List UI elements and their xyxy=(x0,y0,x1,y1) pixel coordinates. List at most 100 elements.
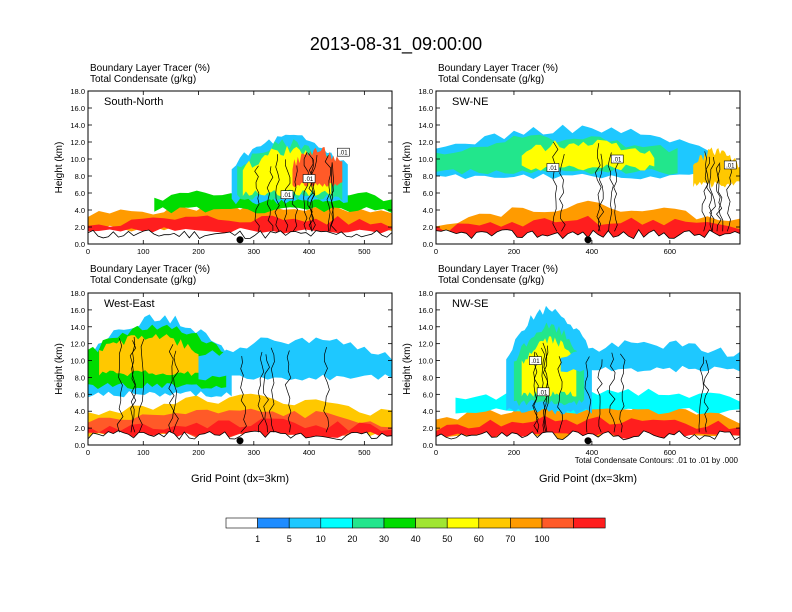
contour-label: .01 xyxy=(531,359,540,365)
tracer-region xyxy=(99,334,199,377)
x-tick-label: 0 xyxy=(434,448,438,457)
contour-label: .01 xyxy=(283,193,292,199)
condensate-contour xyxy=(307,153,314,232)
colorbar-swatch xyxy=(541,517,574,529)
condensate-contour xyxy=(608,352,616,433)
y-tick-label: 8.0 xyxy=(423,373,433,382)
tracer-field xyxy=(436,293,740,445)
panel-3-header-line2: Total Condensate (g/kg) xyxy=(90,275,196,286)
y-tick-label: 4.0 xyxy=(423,407,433,416)
contour-label-box xyxy=(280,190,294,199)
condensate-contour xyxy=(552,141,559,232)
plot-frame xyxy=(87,90,393,245)
x-tick-label: 200 xyxy=(508,448,521,457)
condensate-contour xyxy=(168,344,175,433)
panel-2-header-line2: Total Condensate (g/kg) xyxy=(438,74,544,85)
x-tick-label: 300 xyxy=(248,247,261,256)
contour-label: .01 xyxy=(539,390,548,396)
tracer-region xyxy=(242,145,332,197)
plot-frame xyxy=(87,292,393,446)
y-tick-label: 10.0 xyxy=(418,155,433,164)
x-tick-label: 200 xyxy=(192,448,205,457)
x-tick-label: 400 xyxy=(586,448,599,457)
contour-label: .01 xyxy=(613,158,622,164)
y-tick-label: 4.0 xyxy=(423,206,433,215)
condensate-contour xyxy=(330,162,337,232)
condensate-contour xyxy=(308,157,316,232)
y-axis-label: Height (km) xyxy=(402,142,413,194)
location-marker xyxy=(236,437,244,445)
colorbar-swatch xyxy=(320,517,353,529)
colorbar-swatch xyxy=(225,517,258,529)
y-tick-label: 0.0 xyxy=(423,441,433,450)
y-tick-label: 16.0 xyxy=(418,306,433,315)
colorbar-swatch xyxy=(478,517,511,529)
condensate-contour xyxy=(613,156,619,232)
colorbar-swatch xyxy=(510,517,543,529)
condensate-contour xyxy=(266,166,274,232)
y-tick-label: 18.0 xyxy=(418,289,433,298)
location-marker xyxy=(236,236,244,244)
x-axis-label: Grid Point (dx=3km) xyxy=(539,473,637,485)
y-tick-label: 18.0 xyxy=(70,289,85,298)
y-tick-label: 14.0 xyxy=(70,323,85,332)
contour-label: .01 xyxy=(726,163,735,169)
location-marker xyxy=(584,236,592,244)
panel-2-header-line1: Boundary Layer Tracer (%) xyxy=(438,63,558,74)
x-tick-label: 200 xyxy=(508,247,521,256)
panels: .01 .01 .01 South-North 0.0 2.0 4.0 6.0 8.0 10.0 1… xyxy=(54,87,741,485)
condensate-contour xyxy=(595,143,602,232)
x-tick-label: 400 xyxy=(303,247,316,256)
panel-2: .01 .01 .01 SW-NE 0.0 2.0 4.0 6.0 8.0 10.0 12.0 14.… xyxy=(402,87,741,256)
condensate-contour xyxy=(257,351,265,433)
y-tick-label: 6.0 xyxy=(75,390,85,399)
x-tick-label: 100 xyxy=(137,247,150,256)
condensate-contour xyxy=(619,353,626,433)
contour-label-box xyxy=(546,163,560,172)
x-tick-label: 200 xyxy=(192,247,205,256)
condensate-contour xyxy=(172,350,179,433)
tracer-region xyxy=(560,340,740,373)
condensate-contour xyxy=(268,347,275,433)
condensate-contour xyxy=(291,165,299,232)
y-tick-label: 2.0 xyxy=(423,424,433,433)
panel-4-header-line2: Total Condensate (g/kg) xyxy=(438,275,544,286)
y-tick-label: 18.0 xyxy=(70,87,85,96)
location-marker xyxy=(584,437,592,445)
colorbar-label: 40 xyxy=(411,534,421,544)
x-tick-label: 600 xyxy=(664,448,677,457)
colorbar-label: 60 xyxy=(474,534,484,544)
x-tick-label: 0 xyxy=(86,247,90,256)
contour-label-box xyxy=(723,160,737,170)
x-tick-label: 500 xyxy=(358,247,371,256)
condensate-contour xyxy=(698,356,704,433)
condensate-contour xyxy=(557,356,563,433)
y-tick-label: 16.0 xyxy=(70,104,85,113)
condensate-contour xyxy=(709,156,716,232)
y-tick-label: 12.0 xyxy=(418,138,433,147)
y-tick-label: 10.0 xyxy=(70,357,85,366)
condensate-contour xyxy=(703,359,710,433)
x-tick-label: 0 xyxy=(434,247,438,256)
x-tick-label: 400 xyxy=(586,247,599,256)
y-axis-label: Height (km) xyxy=(402,343,413,395)
y-tick-label: 12.0 xyxy=(418,340,433,349)
contour-label-box xyxy=(529,356,542,365)
y-tick-label: 16.0 xyxy=(70,306,85,315)
panel-4: .01 .01 NW-SE 0.0 2.0 4.0 6.0 8.0 10.0 12.0 14.0 16… xyxy=(402,289,741,485)
x-tick-label: 100 xyxy=(137,448,150,457)
y-tick-label: 0.0 xyxy=(75,441,85,450)
condensate-contour xyxy=(323,347,330,433)
y-tick-label: 0.0 xyxy=(75,240,85,249)
tracer-field xyxy=(436,91,740,244)
contour-label-box xyxy=(302,174,316,183)
condensate-contour xyxy=(717,164,724,232)
y-tick-label: 8.0 xyxy=(75,172,85,181)
condensate-contour xyxy=(254,165,260,232)
panel-1-header-line2: Total Condensate (g/kg) xyxy=(90,74,196,85)
contour-label: .01 xyxy=(339,151,348,157)
condensate-contour xyxy=(597,153,605,232)
tracer-field xyxy=(88,293,392,445)
condensate-contour xyxy=(715,162,723,232)
